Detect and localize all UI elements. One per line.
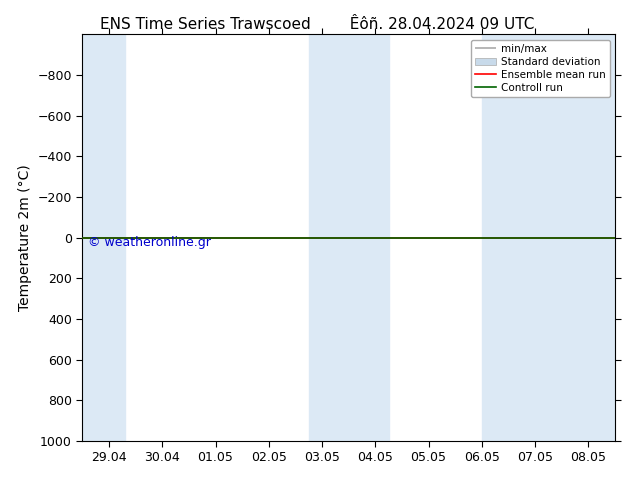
Bar	[82, 34, 125, 441]
Bar	[482, 34, 615, 441]
Legend: min/max, Standard deviation, Ensemble mean run, Controll run: min/max, Standard deviation, Ensemble me…	[470, 40, 610, 97]
Bar	[309, 34, 389, 441]
Text: © weatheronline.gr: © weatheronline.gr	[87, 236, 210, 248]
Text: ENS Time Series Trawscoed        Êôñ. 28.04.2024 09 UTC: ENS Time Series Trawscoed Êôñ. 28.04.202…	[100, 17, 534, 32]
Y-axis label: Temperature 2m (°C): Temperature 2m (°C)	[18, 164, 32, 311]
